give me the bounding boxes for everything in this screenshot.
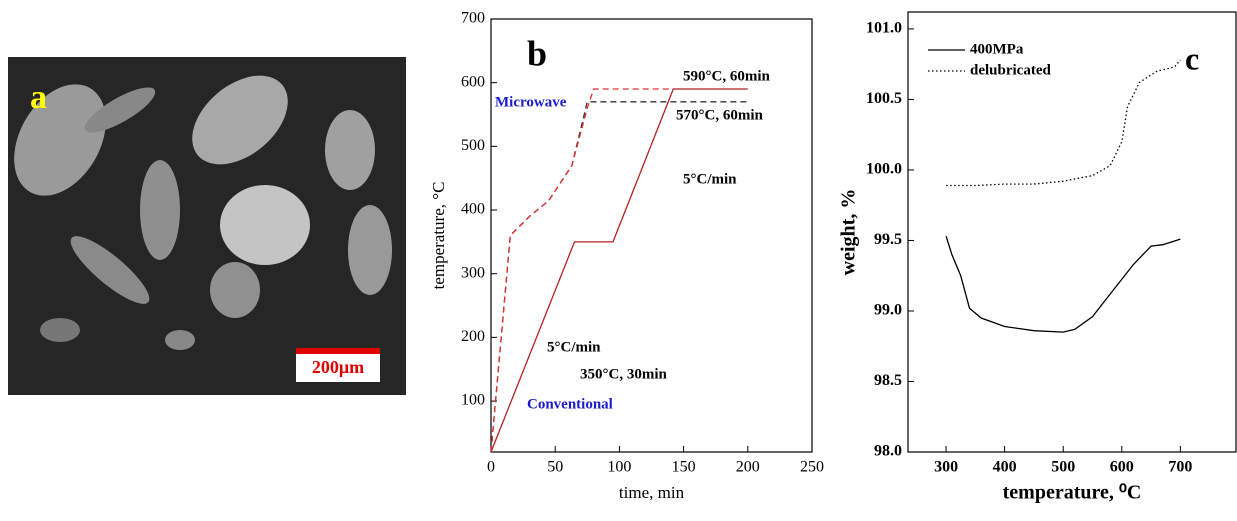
y-tick-label: 99.0 [874, 302, 902, 319]
y-tick-label: 100.5 [866, 90, 902, 107]
x-tick-label: 300 [934, 459, 958, 476]
y-tick-label: 101.0 [866, 20, 902, 37]
y-tick-label: 100.0 [866, 161, 902, 178]
y-tick-label: 400 [461, 201, 485, 218]
x-tick-label: 500 [1051, 459, 1075, 476]
legend-label: delubricated [970, 62, 1051, 78]
x-tick-label: 0 [487, 459, 495, 476]
particle [325, 110, 375, 190]
series-line [946, 59, 1181, 187]
legend-label: 400MPa [970, 41, 1024, 57]
x-tick-label: 250 [800, 459, 824, 476]
particle [165, 330, 195, 350]
series-line [945, 236, 1181, 333]
particle [84, 87, 156, 133]
x-tick-label: 200 [736, 459, 760, 476]
series-line [490, 88, 748, 453]
annotation: 590°C, 60min [683, 68, 770, 84]
annotation: 350°C, 30min [580, 366, 667, 382]
y-tick-label: 99.5 [874, 231, 902, 248]
particle [140, 160, 180, 260]
y-tick-label: 100 [461, 392, 485, 409]
y-tick-label: 700 [461, 10, 485, 27]
y-tick-label: 300 [461, 264, 485, 281]
x-tick-label: 50 [547, 459, 563, 476]
annotation: Microwave [495, 94, 567, 110]
series-line [490, 88, 674, 453]
x-axis-label: temperature, ⁰C [1003, 482, 1142, 504]
x-tick-label: 100 [607, 459, 631, 476]
annotation: b [527, 33, 547, 73]
scale-label: 200μm [312, 357, 364, 377]
x-tick-label: 700 [1168, 459, 1192, 476]
x-tick-label: 400 [993, 459, 1017, 476]
annotation: Conventional [527, 396, 613, 412]
sem-image: a 200μm [8, 57, 406, 395]
y-tick-label: 200 [461, 328, 485, 345]
scale-box [296, 354, 380, 382]
panel-label: c [1185, 40, 1199, 76]
particle [210, 262, 260, 318]
particle [348, 205, 392, 295]
annotation: 570°C, 60min [676, 107, 763, 123]
annotation: 5°C/min [547, 339, 601, 355]
y-tick-label: 98.0 [874, 443, 902, 460]
particle [220, 185, 310, 265]
x-axis-label: time, min [619, 483, 685, 502]
panel-label: a [30, 79, 47, 116]
y-tick-label: 600 [461, 73, 485, 90]
particle [14, 84, 106, 196]
y-tick-label: 98.5 [874, 372, 902, 389]
x-tick-label: 150 [672, 459, 696, 476]
y-tick-label: 500 [461, 137, 485, 154]
particle [70, 236, 150, 304]
particle [40, 318, 80, 342]
y-axis-label: weight, % [838, 189, 860, 276]
plot-frame [907, 11, 1237, 453]
plot-frame [490, 18, 813, 453]
x-tick-label: 600 [1110, 459, 1134, 476]
annotation: 5°C/min [683, 171, 737, 187]
particle [192, 75, 288, 165]
y-axis-label: temperature, °C [429, 182, 448, 290]
